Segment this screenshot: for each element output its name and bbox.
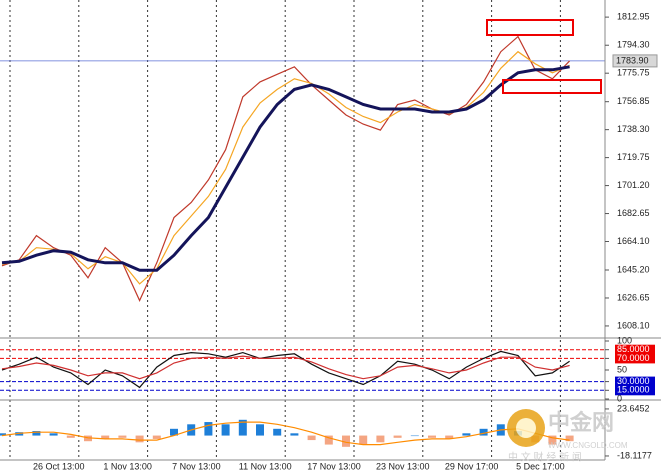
last-price-label: 1783.90 [616, 55, 649, 65]
line-series [1, 350, 570, 389]
histogram-bar [101, 435, 110, 439]
histogram-bar [49, 433, 58, 436]
histogram-bar [0, 433, 6, 436]
y-tick-label: 1719.75 [617, 152, 650, 162]
watermark-name: 中金网 [548, 410, 614, 435]
x-tick-label: 11 Nov 13:00 [239, 461, 292, 471]
logo [516, 418, 536, 438]
y-tick-label: 1738.30 [617, 124, 650, 134]
histogram-bar [152, 435, 161, 439]
y-tick-label: 1756.85 [617, 96, 650, 106]
x-tick-label: 23 Nov 13:00 [376, 461, 430, 471]
y-tick-label: 1626.65 [617, 292, 650, 302]
y-tick-label: 15.0000 [617, 385, 650, 395]
histogram-bar [479, 428, 488, 436]
marks [0, 0, 605, 460]
y-tick-label: 70.0000 [617, 353, 650, 363]
y-tick-label: 30.0000 [617, 376, 650, 386]
histogram-bar [32, 431, 41, 436]
line-series [1, 65, 570, 272]
x-tick-label: 26 Oct 13:00 [33, 461, 85, 471]
highlight-box [486, 19, 574, 36]
histogram-bar [66, 435, 75, 438]
y-tick-label: 100 [617, 335, 632, 345]
level-label-box [615, 376, 655, 387]
watermark: 中金网 WWW.CNGOLD.COM 中 文 财 经 新 闻 [507, 409, 628, 464]
histogram-bar [548, 435, 557, 445]
histogram-bar [170, 428, 178, 436]
histogram-bar [359, 435, 368, 445]
y-tick-label: 1775.75 [617, 68, 650, 78]
histogram-bar [290, 433, 299, 436]
line-series [1, 355, 570, 380]
y-tick-label: 50 [617, 364, 627, 374]
histogram-bar [410, 435, 419, 437]
y-tick-label: 23.6452 [617, 403, 650, 413]
highlight-box [502, 79, 602, 94]
level-label-box [615, 353, 655, 364]
histogram-bar [273, 428, 282, 436]
watermark-slogan: 中 文 财 经 新 闻 [508, 451, 582, 464]
y-tick-label: 1608.10 [617, 320, 650, 330]
x-tick-label: 17 Nov 13:00 [307, 461, 361, 471]
y-tick-label: 1701.20 [617, 180, 650, 190]
histogram-bar [428, 435, 436, 438]
y-tick-label: 1682.65 [617, 208, 650, 218]
histogram-bar [565, 435, 574, 442]
histogram-bar [118, 435, 127, 438]
level-label-box [615, 385, 655, 396]
histogram-bar [376, 435, 385, 443]
histogram-bar [221, 424, 230, 436]
histogram-bar [324, 435, 333, 445]
histogram-bar [256, 424, 264, 436]
y-tick-label: -18.1177 [617, 450, 652, 460]
last-price-box [612, 54, 658, 68]
histogram-bar [238, 419, 247, 436]
x-tick-label: 7 Nov 13:00 [172, 461, 221, 471]
y-tick-label: 1664.10 [617, 236, 650, 246]
x-tick-label: 1 Nov 13:00 [103, 461, 152, 471]
histogram-bar [393, 435, 402, 438]
histogram-bar [462, 433, 471, 436]
y-tick-label: 1794.30 [617, 40, 650, 50]
line-series [1, 421, 570, 446]
y-tick-label: 1812.95 [617, 11, 650, 21]
y-tick-label: 85.0000 [617, 344, 650, 354]
histogram-bar [445, 435, 454, 439]
histogram-bar [307, 435, 316, 441]
level-label-box [615, 344, 655, 355]
histogram-bar [204, 422, 213, 436]
histogram-bar [342, 435, 350, 447]
x-tick-label: 29 Nov 17:00 [445, 461, 499, 471]
y-tick-label: 1645.20 [617, 264, 650, 274]
y-tick-label: 0 [617, 393, 622, 403]
watermark-url: WWW.CNGOLD.COM [548, 441, 628, 450]
histogram-bar [135, 435, 144, 443]
x-tick-label: 5 Dec 17:00 [516, 461, 565, 471]
